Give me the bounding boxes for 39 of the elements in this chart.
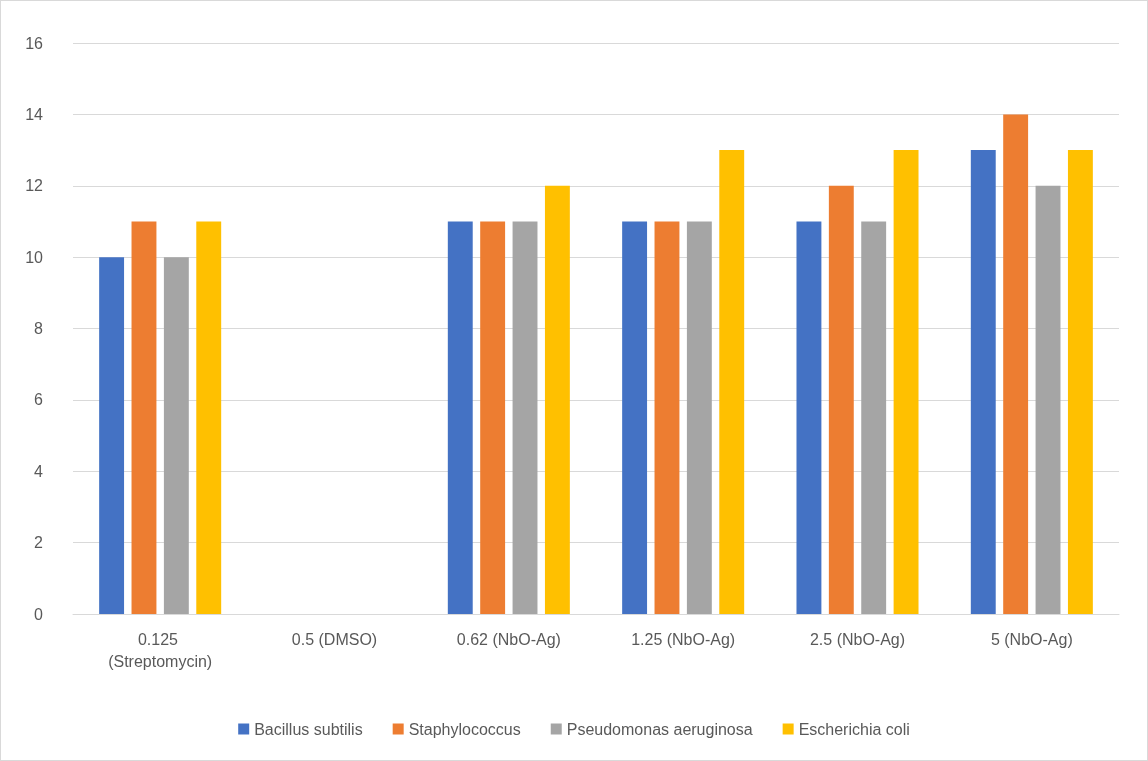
x-tick-label: 2.5 (NbO-Ag) [809,630,906,648]
bar [480,221,506,614]
y-tick-label: 16 [25,34,44,52]
y-tick-label: 14 [25,105,44,123]
bar [544,185,570,614]
bar [970,150,996,614]
bar [447,221,473,614]
y-tick-label: 2 [34,534,44,552]
x-tick-label: 5 (NbO-Ag) [990,630,1073,648]
legend-label: Bacillus subtilis [254,720,363,738]
y-tick-label: 12 [25,177,44,195]
y-tick-label: 8 [34,320,44,337]
bar [796,221,822,614]
bar [893,150,919,614]
legend-label: Staphylococcus [408,720,521,738]
legend-label: Pseudomonas aeruginosa [566,720,753,738]
bar [686,221,712,614]
bar [622,221,648,614]
x-tick-label: 0.62 (NbO-Ag) [456,630,561,648]
bar [163,257,189,614]
y-tick-label: 6 [34,391,44,409]
y-tick-label: 10 [25,248,44,266]
legend-label: Escherichia coli [798,720,910,738]
bar [512,221,538,614]
x-tick-label: 0.5 (DMSO) [291,630,378,648]
bar [196,221,222,614]
bar [654,221,680,614]
bar [1035,185,1061,614]
y-tick-label: 4 [34,462,44,480]
y-tick-label: 0 [34,605,44,623]
bar [131,221,157,614]
bar [861,221,887,614]
bar [99,257,125,614]
bar [1003,114,1029,614]
x-tick-label: 1.25 (NbO-Ag) [631,630,736,648]
x-tick-label: 0.125 (Streptomycin) [108,630,213,670]
bar [828,185,854,614]
bar [719,150,745,614]
bar [1067,150,1093,614]
